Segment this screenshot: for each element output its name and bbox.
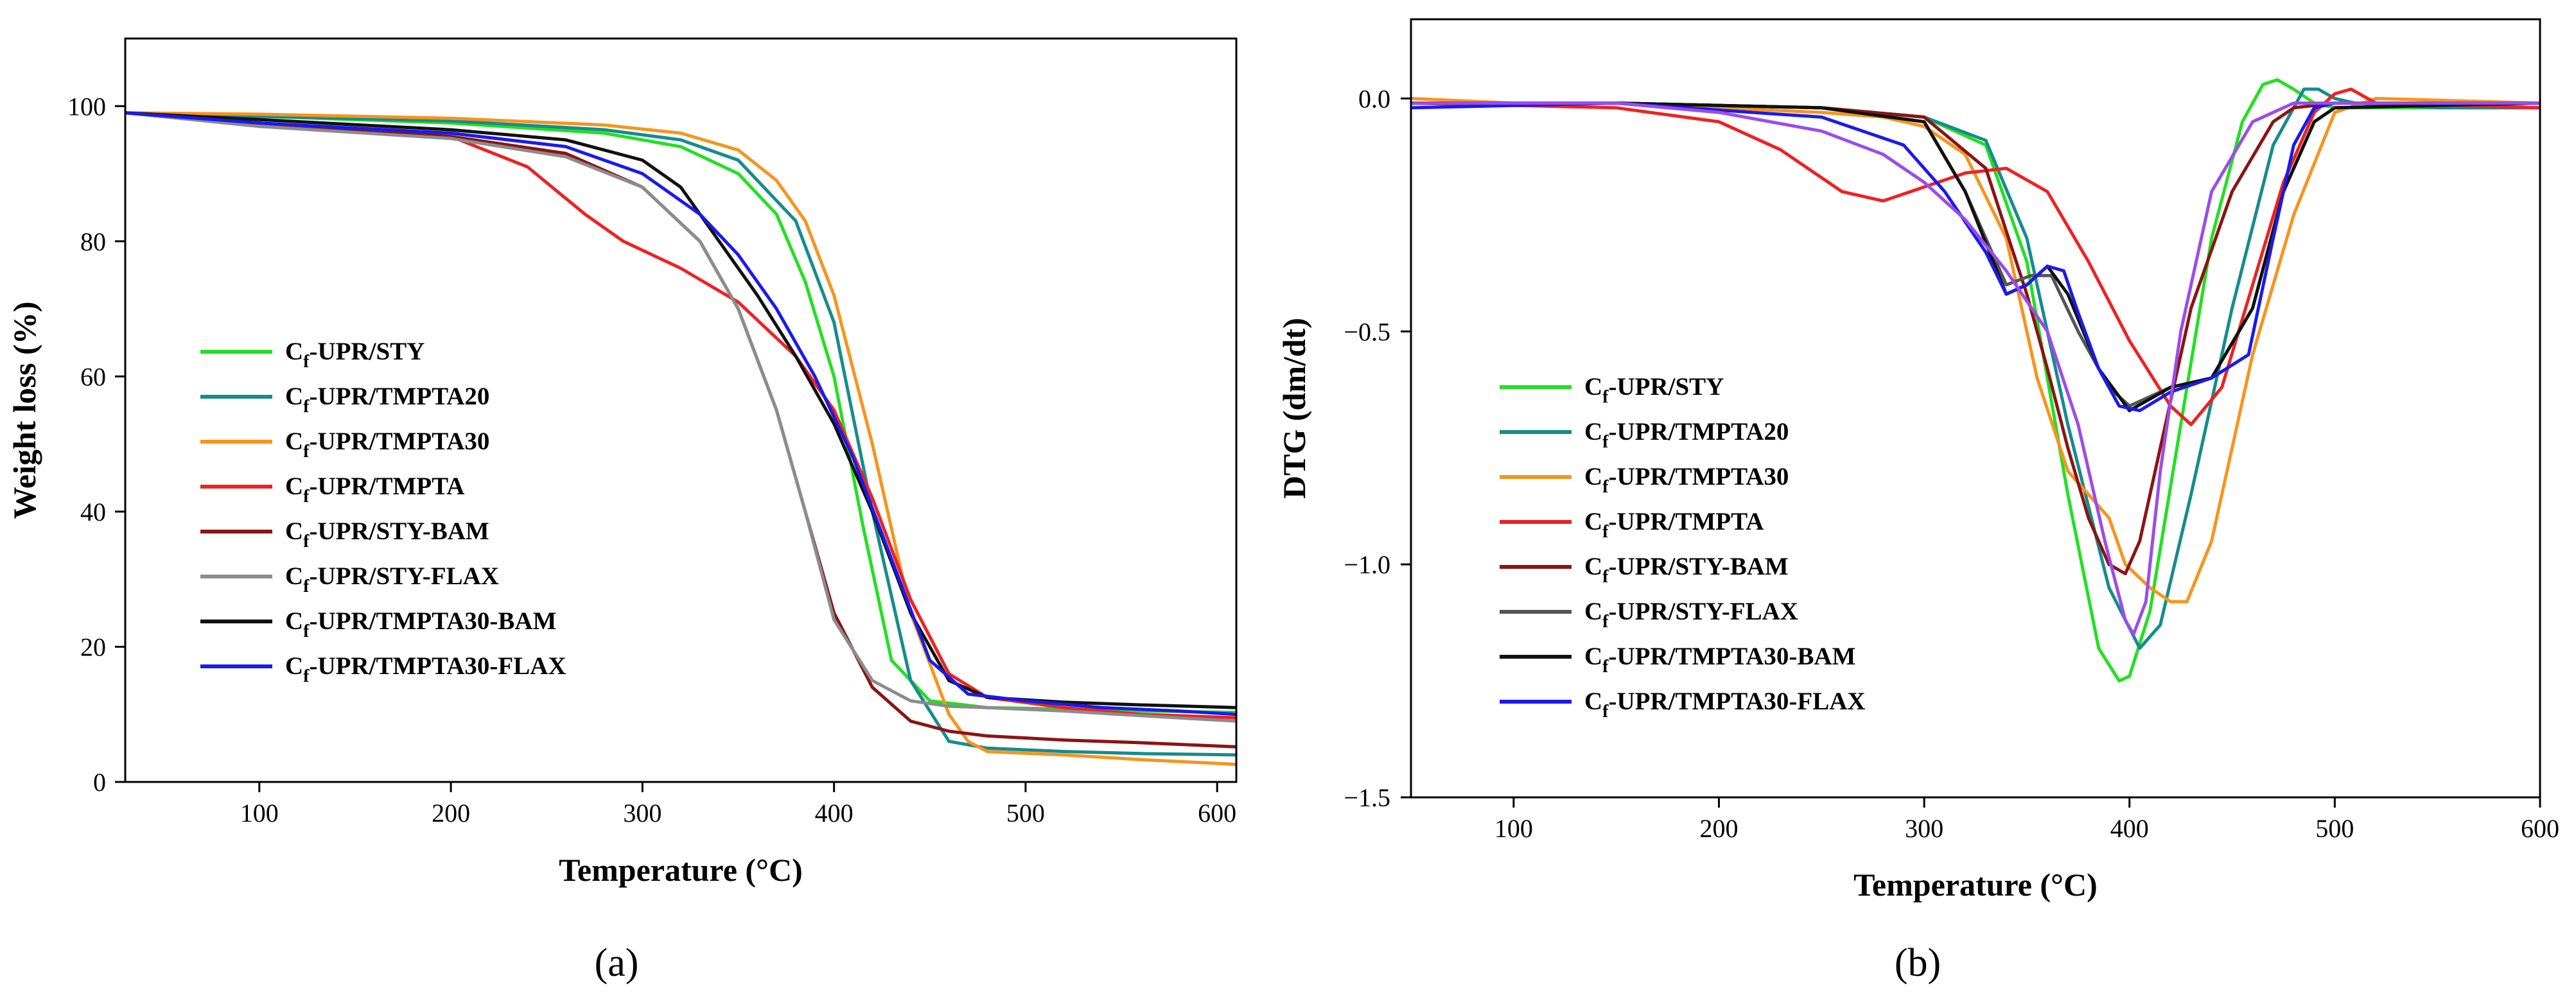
legend-item: Cf-UPR/TMPTA30-BAM xyxy=(1500,643,1855,677)
legend-label: Cf-UPR/TMPTA20 xyxy=(1584,418,1789,452)
legend-item: Cf-UPR/TMPTA30 xyxy=(200,428,489,462)
series-line-cf-upr-sty-bam xyxy=(1411,101,2540,576)
x-tick-label: 300 xyxy=(1905,814,1943,843)
x-tick-label: 300 xyxy=(623,799,662,828)
series-line-cf-upr-tmpta30 xyxy=(1411,96,2540,603)
y-tick-label: 0 xyxy=(93,768,106,797)
panel-label: (b) xyxy=(1895,941,1941,985)
x-tick-label: 400 xyxy=(2110,814,2149,843)
legend-label: Cf-UPR/TMPTA30-FLAX xyxy=(1584,688,1866,722)
series-line-cf-upr-tmpta30-flax xyxy=(125,111,1236,716)
legend-label: Cf-UPR/TMPTA30-BAM xyxy=(285,607,556,641)
legend-label: Cf-UPR/STY-FLAX xyxy=(285,562,499,596)
x-axis-label: Temperature (°C) xyxy=(559,852,803,888)
x-tick-label: 600 xyxy=(2521,814,2559,843)
legend-item: Cf-UPR/STY xyxy=(1500,373,1724,407)
y-tick-label: 40 xyxy=(80,498,106,526)
x-tick-label: 500 xyxy=(1006,799,1045,828)
x-axis-label: Temperature (°C) xyxy=(1853,867,2098,903)
legend-label: Cf-UPR/TMPTA30 xyxy=(285,428,489,462)
legend-label: Cf-UPR/STY-BAM xyxy=(285,517,489,551)
series-line-cf-upr-sty-flax xyxy=(125,111,1236,723)
legend-item: Cf-UPR/TMPTA30-FLAX xyxy=(1500,688,1866,722)
legend-item: Cf-UPR/STY xyxy=(200,338,425,372)
plot-frame xyxy=(1410,18,2541,799)
series-line-cf-upr-sty-flax xyxy=(1411,101,2540,408)
legend-label: Cf-UPR/STY-FLAX xyxy=(1584,598,1798,632)
x-tick-label: 500 xyxy=(2315,814,2354,843)
series-line-cf-upr-tmpta20 xyxy=(125,111,1236,757)
x-tick-label: 200 xyxy=(1699,814,1738,843)
legend-item: Cf-UPR/TMPTA xyxy=(200,472,464,507)
legend-label: Cf-UPR/TMPTA30-FLAX xyxy=(285,652,566,686)
legend-label: Cf-UPR/TMPTA xyxy=(285,472,464,507)
legend-item: Cf-UPR/TMPTA30-BAM xyxy=(200,607,556,641)
y-axis-label: Weight loss (%) xyxy=(6,302,42,519)
series-line-cf-upr-tmpta30-bam xyxy=(1411,101,2540,413)
legend-item: Cf-UPR/TMPTA20 xyxy=(200,383,489,417)
chart-panel-b: 100 200 300 400 500 600 −1.5 −1.0 −0.5 0.0 Tempera… xyxy=(1276,18,2559,985)
y-tick-label: −0.5 xyxy=(1344,317,1390,346)
legend-item: Cf-UPR/STY-BAM xyxy=(200,517,489,551)
legend-item: Cf-UPR/TMPTA20 xyxy=(1500,418,1789,452)
legend-label: Cf-UPR/STY-BAM xyxy=(1584,553,1789,587)
x-tick-label: 100 xyxy=(1494,814,1533,843)
legend-label: Cf-UPR/TMPTA30-BAM xyxy=(1584,643,1855,677)
legend-label: Cf-UPR/TMPTA30 xyxy=(1584,463,1789,497)
series-line-violet-trace xyxy=(1411,101,2540,636)
legend-item: Cf-UPR/STY-FLAX xyxy=(200,562,499,596)
series-group xyxy=(125,111,1236,767)
x-tick-label: 600 xyxy=(1198,799,1236,828)
x-tick-label: 400 xyxy=(815,799,854,828)
legend-label: Cf-UPR/TMPTA20 xyxy=(285,383,489,417)
y-axis-label: DTG (dm/dt) xyxy=(1276,318,1312,499)
y-tick-label: 100 xyxy=(67,92,106,121)
legend-item: Cf-UPR/TMPTA30-FLAX xyxy=(200,652,566,686)
series-line-cf-upr-tmpta30 xyxy=(125,111,1236,767)
legend-item: Cf-UPR/STY-BAM xyxy=(1500,553,1789,587)
legend-item: Cf-UPR/TMPTA30 xyxy=(1500,463,1789,497)
legend: Cf-UPR/STY Cf-UPR/TMPTA20 Cf-UPR/TMPTA30 Cf… xyxy=(200,338,566,686)
x-tick-label: 200 xyxy=(432,799,470,828)
series-group xyxy=(1411,78,2540,683)
panel-label: (a) xyxy=(595,941,639,985)
legend-label: Cf-UPR/TMPTA xyxy=(1584,508,1764,542)
y-tick-label: 0.0 xyxy=(1358,84,1390,113)
legend-item: Cf-UPR/TMPTA xyxy=(1500,508,1764,542)
series-line-cf-upr-tmpta30-flax xyxy=(1411,101,2540,413)
legend: Cf-UPR/STY Cf-UPR/TMPTA20 Cf-UPR/TMPTA30 Cf… xyxy=(1500,373,1866,722)
legend-label: Cf-UPR/STY xyxy=(1584,373,1724,407)
y-tick-label: 80 xyxy=(80,227,106,256)
legend-label: Cf-UPR/STY xyxy=(285,338,425,372)
plot-frame xyxy=(124,37,1238,783)
y-tick-label: −1.0 xyxy=(1344,550,1390,579)
y-tick-label: 20 xyxy=(80,632,106,661)
x-tick-label: 100 xyxy=(240,799,279,828)
y-tick-label: −1.5 xyxy=(1344,783,1390,812)
legend-item: Cf-UPR/STY-FLAX xyxy=(1500,598,1798,632)
series-line-cf-upr-sty xyxy=(1411,78,2540,683)
chart-panel-a: 100 200 300 400 500 600 0 20 40 60 80 100 Temperatur… xyxy=(6,37,1238,985)
y-tick-label: 60 xyxy=(80,362,106,391)
